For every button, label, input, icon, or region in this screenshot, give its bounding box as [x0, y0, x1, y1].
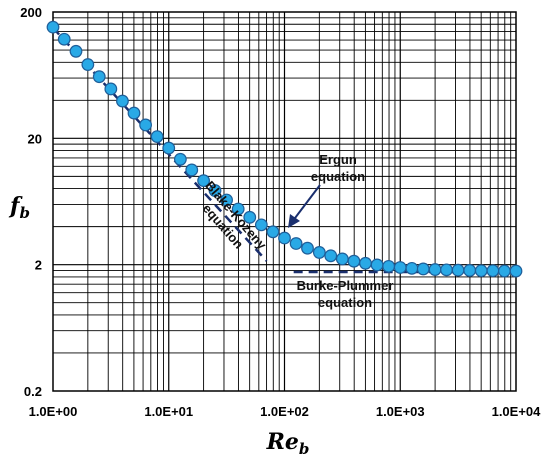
x-tick-labels: 1.0E+00 1.0E+01 1.0E+02 1.0E+03 1.0E+04	[29, 404, 542, 419]
annotation-ergun-line1: Ergun	[319, 152, 357, 167]
y-axis-label-sub: b	[19, 204, 30, 222]
data-point	[266, 225, 280, 239]
plot-frame	[52, 11, 517, 392]
data-point	[104, 82, 118, 96]
x-axis-label-sub: b	[299, 440, 310, 458]
data-point	[335, 252, 349, 266]
data-point	[474, 264, 488, 278]
data-point	[382, 259, 396, 273]
data-point	[254, 218, 268, 232]
ergun-arrow-shaft	[291, 184, 321, 223]
data-point	[359, 256, 372, 270]
data-point	[197, 174, 210, 188]
x-tick-label: 1.0E+03	[376, 404, 425, 419]
annotation-burke-plummer-line1: Burke-Plummer	[297, 278, 394, 293]
data-point	[231, 202, 245, 216]
x-tick-label: 1.0E+00	[29, 404, 78, 419]
data-point	[220, 193, 233, 207]
y-tick-label: 0.2	[24, 384, 42, 399]
data-point	[324, 249, 338, 263]
y-axis-label-main: f	[8, 193, 23, 219]
data-point	[393, 261, 407, 274]
data-point	[416, 262, 430, 276]
grid-lines	[53, 12, 516, 391]
y-tick-label: 2	[35, 258, 42, 273]
data-point	[509, 264, 523, 278]
data-point	[347, 254, 361, 268]
data-point	[243, 210, 257, 224]
y-tick-label: 200	[20, 5, 42, 20]
data-point	[69, 44, 83, 58]
data-point	[301, 241, 314, 255]
data-point	[139, 118, 153, 132]
y-axis-label: fb	[8, 193, 30, 222]
x-tick-label: 1.0E+02	[260, 404, 309, 419]
data-point	[162, 141, 176, 155]
data-point	[428, 263, 442, 276]
data-point	[208, 184, 222, 197]
data-point	[127, 106, 141, 120]
data-point	[185, 163, 199, 177]
x-tick-label: 1.0E+04	[492, 404, 542, 419]
ergun-arrow-head	[288, 214, 300, 228]
data-point	[289, 237, 303, 250]
data-point	[451, 263, 465, 277]
data-point	[278, 231, 291, 245]
data-point	[312, 246, 326, 259]
data-point	[46, 20, 60, 34]
data-point	[370, 258, 384, 272]
y-tick-label: 20	[28, 131, 42, 146]
data-point	[57, 32, 71, 46]
data-point	[173, 152, 187, 166]
data-point	[440, 263, 453, 277]
data-points	[46, 20, 523, 278]
x-axis-label-main: Re	[266, 429, 299, 455]
data-point	[150, 130, 164, 144]
data-point	[116, 94, 129, 108]
data-point	[405, 261, 419, 275]
annotation-burke-plummer-line2: equation	[318, 295, 372, 310]
annotation-ergun-line2: equation	[311, 169, 365, 184]
x-tick-label: 1.0E+01	[144, 404, 193, 419]
data-point	[92, 70, 106, 84]
y-tick-labels: 0.2 2 20 200	[20, 5, 42, 399]
data-point	[486, 264, 500, 278]
x-axis-label: Reb	[266, 429, 310, 458]
data-point	[498, 264, 511, 278]
data-point	[81, 58, 95, 71]
data-point	[463, 264, 477, 277]
